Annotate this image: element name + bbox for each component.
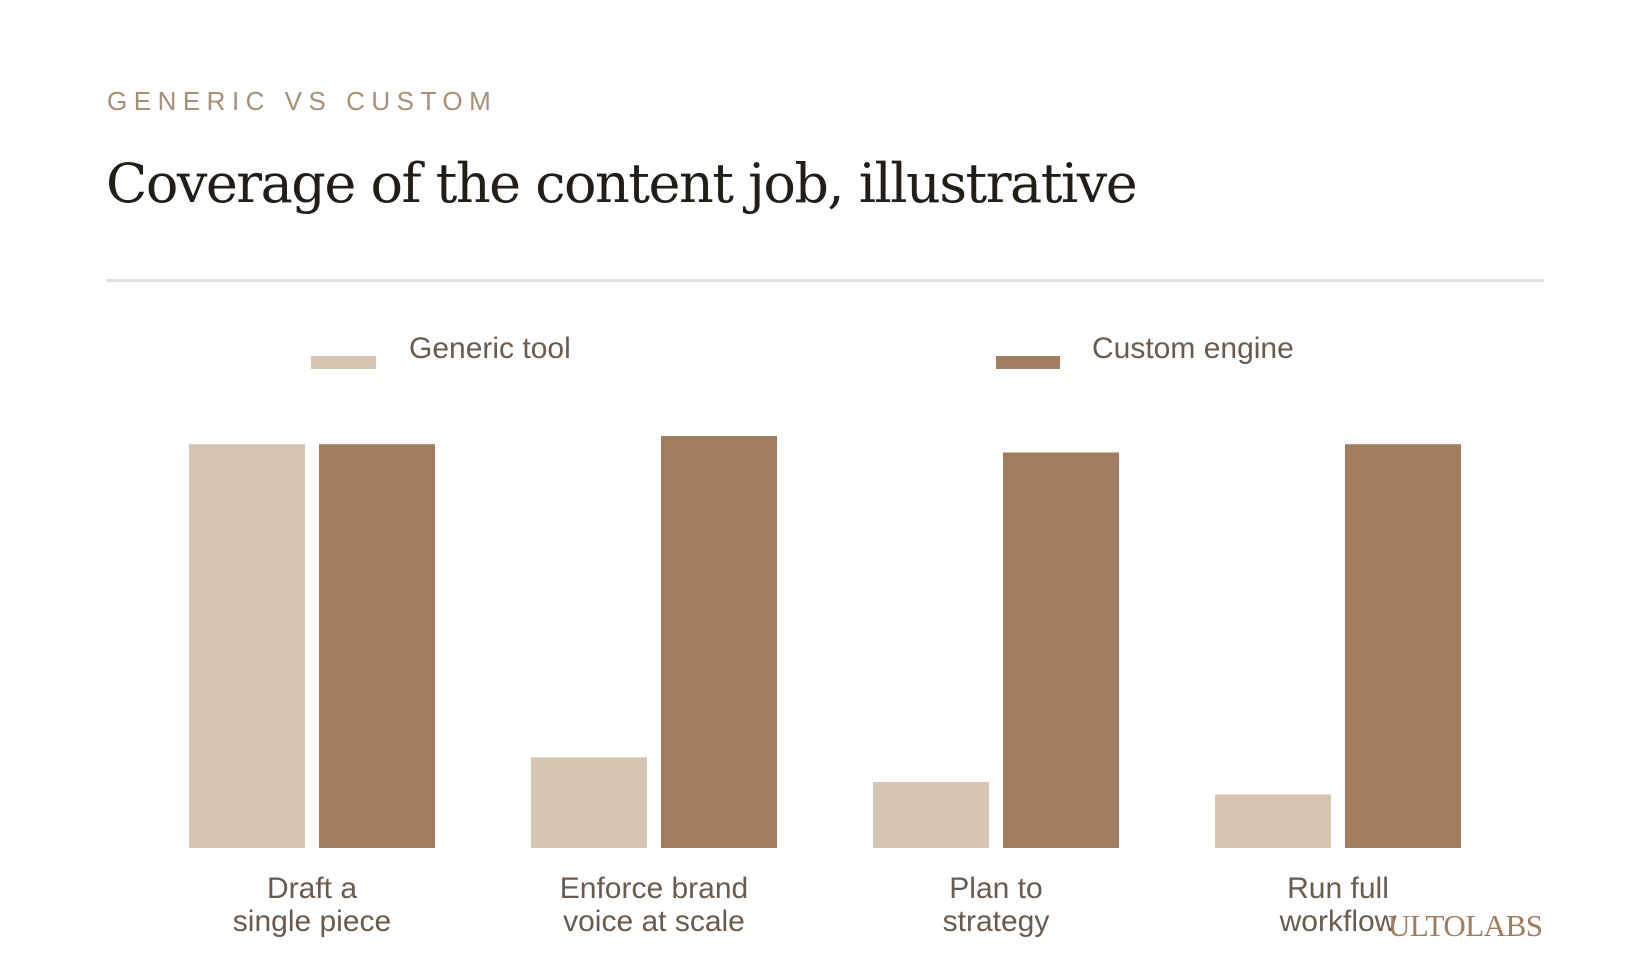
bar-custom-0 [319,444,435,848]
category-label-1-line-1: voice at scale [563,905,745,938]
legend-label-generic: Generic tool [409,332,571,365]
bar-custom-1 [661,436,777,848]
category-label-3-line-1: workflow [1279,905,1397,938]
bar-custom-2 [1003,452,1119,848]
category-label-2-line-0: Plan to [949,872,1042,905]
bar-generic-2 [873,782,989,848]
bar-generic-1 [531,757,647,848]
category-label-0-line-1: single piece [233,905,391,938]
brand-logo: ULTOLABS [1388,908,1543,943]
category-label-0-line-0: Draft a [267,872,357,905]
legend-swatch-generic [311,356,376,369]
category-label-1-line-0: Enforce brand [560,872,748,905]
eyebrow-label: GENERIC VS CUSTOM [107,86,498,116]
category-label-3-line-0: Run full [1287,872,1389,905]
chart-title: Coverage of the content job, illustrativ… [106,152,1138,215]
legend-label-custom: Custom engine [1092,332,1294,365]
legend-swatch-custom [996,356,1060,369]
category-label-2-line-1: strategy [943,905,1050,938]
bar-generic-3 [1215,794,1331,848]
header-divider [106,279,1544,282]
bar-custom-3 [1345,444,1461,848]
bar-generic-0 [189,444,305,848]
